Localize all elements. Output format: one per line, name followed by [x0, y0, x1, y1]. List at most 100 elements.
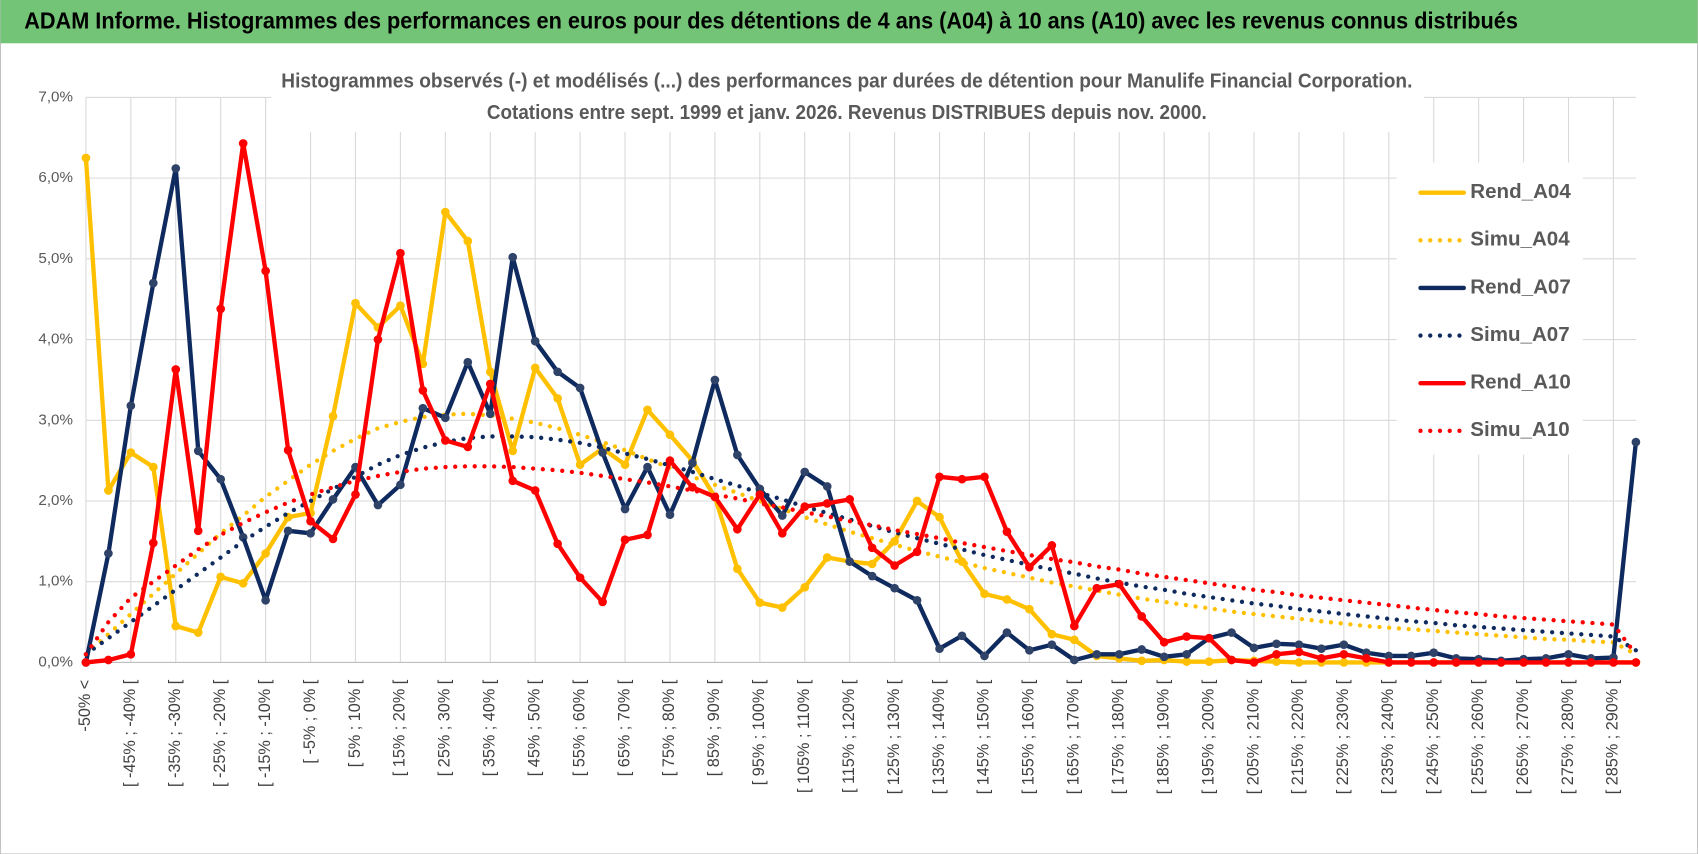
- x-tick-label: [ 105% ; 110% [: [795, 679, 813, 793]
- y-tick-label: 7,0%: [38, 88, 73, 105]
- data-point: [1294, 658, 1304, 667]
- data-point: [283, 445, 293, 455]
- model-line: [83, 464, 1639, 657]
- data-point: [1272, 650, 1281, 659]
- data-point: [935, 472, 944, 482]
- y-tick-label: 1,0%: [38, 573, 73, 590]
- data-point: [396, 248, 405, 258]
- data-point: [193, 526, 203, 536]
- data-point: [148, 278, 158, 288]
- data-point: [485, 379, 495, 389]
- data-point: [306, 528, 315, 538]
- x-tick-label: [ 195% ; 200% [: [1199, 679, 1217, 794]
- data-point: [1272, 657, 1281, 666]
- data-point: [463, 236, 473, 246]
- data-point: [800, 502, 810, 511]
- data-point: [148, 538, 158, 548]
- y-tick-label: 0,0%: [38, 653, 73, 670]
- data-point: [1182, 657, 1191, 666]
- data-point: [1451, 658, 1461, 667]
- data-point: [598, 597, 607, 607]
- header-title: ADAM Informe. Histogrammes des performan…: [24, 8, 1518, 34]
- data-point: [935, 644, 944, 654]
- chart-title: Histogrammes observés (-) et modélisés (…: [281, 70, 1412, 93]
- data-point: [1227, 655, 1236, 665]
- data-point: [957, 474, 967, 484]
- data-point: [485, 409, 495, 419]
- data-point: [867, 559, 877, 569]
- x-tick-label: [ 215% ; 220% [: [1289, 679, 1307, 794]
- data-point: [1384, 651, 1394, 661]
- x-tick-label: [ 5% ; 10% [: [346, 679, 364, 767]
- data-point: [1317, 644, 1326, 654]
- data-point: [1002, 628, 1012, 637]
- data-point: [1406, 658, 1416, 667]
- data-point: [620, 460, 630, 469]
- plot: 0,0% 1,0% 2,0% 3,0% 4,0% 5,0% 6,0% 7,0% -50% < [ …: [38, 64, 1641, 794]
- title-backing: [271, 64, 1424, 133]
- data-point: [216, 474, 226, 484]
- x-tick-label: [ 55% ; 60% [: [570, 679, 588, 776]
- data-point: [441, 207, 450, 217]
- x-tick-label: [ -45% ; -40% [: [121, 679, 139, 787]
- x-tick-label: [ 265% ; 270% [: [1514, 679, 1532, 794]
- data-point: [1159, 652, 1169, 662]
- data-point: [1025, 604, 1034, 614]
- data-point: [1002, 595, 1012, 604]
- x-tick-label: [ 175% ; 180% [: [1110, 679, 1128, 794]
- x-tick-label: [ 145% ; 150% [: [975, 679, 993, 794]
- data-point: [1069, 621, 1079, 631]
- data-point: [441, 436, 450, 445]
- data-point: [1362, 654, 1371, 663]
- data-point: [1204, 657, 1214, 666]
- data-point: [1339, 640, 1349, 649]
- x-tick-label: [ 235% ; 240% [: [1379, 679, 1397, 794]
- data-point: [171, 621, 181, 631]
- data-point: [171, 164, 181, 173]
- data-point: [1047, 640, 1057, 649]
- data-point: [1182, 650, 1191, 659]
- data-point: [351, 490, 360, 499]
- x-tick-label: [ 115% ; 120% [: [840, 679, 858, 793]
- legend-box: [1396, 162, 1583, 455]
- data-point: [733, 450, 742, 460]
- data-point: [1294, 647, 1304, 657]
- data-point: [463, 442, 473, 452]
- x-tick-label: [ 15% ; 20% [: [391, 679, 409, 776]
- data-point: [980, 589, 989, 599]
- data-point: [845, 557, 855, 566]
- data-point: [1384, 658, 1394, 667]
- data-point: [441, 413, 450, 423]
- legend-label: Rend_A07: [1470, 275, 1571, 298]
- x-tick-label: [ 125% ; 130% [: [885, 679, 903, 794]
- data-point: [1069, 635, 1079, 645]
- x-tick-label: [ 165% ; 170% [: [1065, 679, 1083, 794]
- data-point: [261, 266, 270, 276]
- data-point: [126, 448, 136, 457]
- data-point: [1631, 658, 1641, 667]
- data-point: [733, 564, 742, 574]
- data-point: [1631, 437, 1641, 447]
- data-point: [912, 547, 922, 557]
- data-point: [1182, 632, 1191, 641]
- x-tick-label: [ 185% ; 190% [: [1154, 679, 1172, 794]
- data-point: [104, 655, 113, 665]
- data-point: [1317, 654, 1326, 663]
- data-point: [688, 458, 697, 468]
- data-point: [575, 460, 585, 469]
- data-point: [822, 482, 832, 491]
- data-point: [755, 598, 765, 608]
- data-point: [980, 472, 989, 482]
- data-point: [822, 553, 832, 562]
- data-point: [261, 595, 270, 605]
- y-tick-label: 2,0%: [38, 492, 73, 509]
- data-point: [867, 543, 877, 553]
- data-point: [1496, 658, 1506, 667]
- data-point: [643, 405, 652, 415]
- x-tick-label: -50% <: [76, 680, 94, 732]
- data-point: [800, 467, 810, 477]
- data-point: [328, 534, 338, 544]
- data-point: [1339, 658, 1349, 667]
- x-tick-label: [ 135% ; 140% [: [930, 679, 948, 794]
- data-point: [553, 394, 562, 403]
